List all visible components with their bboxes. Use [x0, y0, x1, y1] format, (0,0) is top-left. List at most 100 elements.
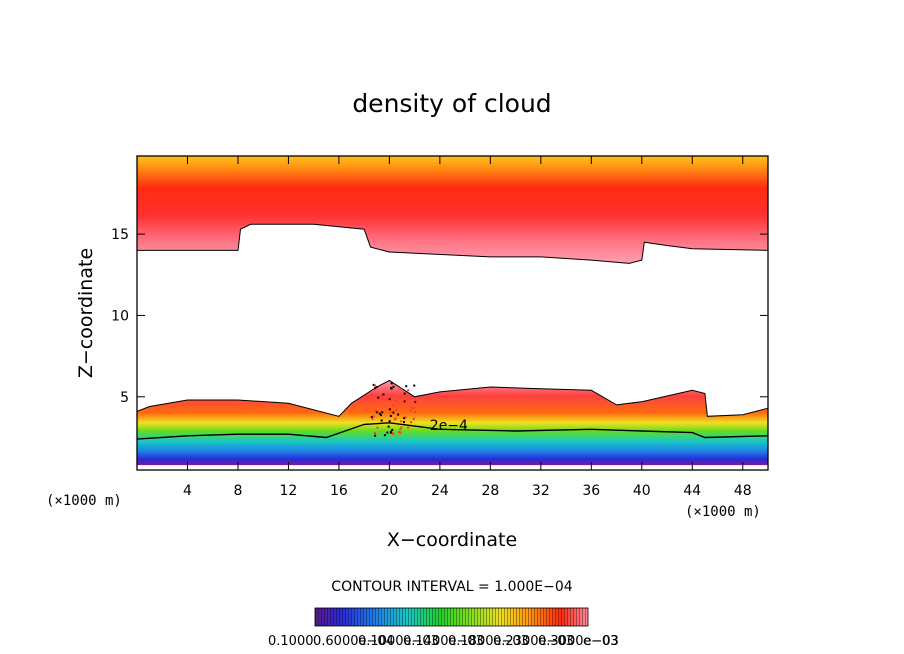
speckle: [402, 400, 405, 403]
upper-cloud-layer: [137, 156, 768, 264]
x-tick-label: 12: [280, 483, 298, 499]
lower-cloud-top-contour: [137, 379, 768, 417]
speckle: [407, 389, 410, 392]
speckle: [388, 408, 391, 411]
speckle: [395, 408, 398, 411]
speckle: [414, 399, 417, 402]
chart-title: density of cloud: [352, 89, 551, 118]
speckle: [393, 418, 396, 421]
speckle: [376, 426, 379, 429]
speckle: [392, 404, 395, 407]
speckle: [399, 387, 402, 390]
speckle: [388, 398, 391, 401]
speckle: [392, 411, 395, 414]
speckle: [414, 411, 417, 414]
speckle: [386, 431, 389, 434]
speckle: [410, 421, 413, 424]
speckle: [390, 387, 393, 390]
x-tick-label: 4: [183, 483, 192, 499]
speckle: [394, 399, 397, 402]
speckle: [370, 393, 373, 396]
speckle: [403, 417, 406, 420]
speckle: [375, 386, 378, 389]
speckle: [380, 394, 383, 397]
speckle: [381, 411, 384, 414]
colorbar-labels: 0.1000 0.6000e−040.1000e−030.1400e−030.18…: [268, 634, 619, 649]
x-tick-label: 16: [330, 483, 348, 499]
speckle: [392, 432, 395, 435]
x-unit-right: (×1000 m): [685, 504, 761, 520]
x-tick-label: 40: [633, 483, 651, 499]
speckle: [405, 385, 408, 388]
speckle: [404, 416, 407, 419]
speckle: [374, 434, 377, 437]
plot-frame: [136, 155, 769, 471]
x-tick-label: 48: [734, 483, 752, 499]
speckle: [374, 432, 377, 435]
speckle: [391, 428, 394, 431]
speckle: [399, 431, 402, 434]
contour-2e-4-line: [137, 422, 768, 440]
speckle: [380, 419, 383, 422]
speckle: [410, 406, 413, 409]
x-axis-label: X−coordinate: [387, 529, 517, 551]
x-tick-label: 32: [532, 483, 550, 499]
speckle: [375, 409, 378, 412]
speckle: [373, 384, 376, 387]
colorbar-label: 0.2300e−03: [493, 634, 574, 649]
speckle: [412, 417, 415, 420]
speckle: [389, 414, 392, 417]
convective-core-speckles: [370, 382, 417, 437]
speckle: [403, 421, 406, 424]
speckle: [372, 383, 375, 386]
x-axis-ticks: 4 8 12 16 20 24 28 32 36 40 44 48: [183, 156, 752, 499]
speckle: [389, 431, 392, 434]
speckle: [390, 382, 393, 385]
speckle: [383, 434, 386, 437]
plot-area: [137, 156, 768, 466]
x-tick-label: 36: [582, 483, 600, 499]
speckle: [387, 425, 390, 428]
upper-cloud-base-contour: [137, 223, 768, 264]
x-tick-label: 20: [380, 483, 398, 499]
speckle: [372, 415, 375, 418]
speckle: [403, 392, 406, 395]
speckle: [390, 411, 393, 414]
colorbar-label: e−03: [583, 634, 618, 649]
x-tick-label: 24: [431, 483, 449, 499]
speckle: [392, 385, 395, 388]
speckle: [371, 417, 374, 420]
speckle: [370, 415, 373, 418]
speckle: [375, 411, 378, 414]
speckle: [388, 420, 391, 423]
contour-interval-text: CONTOUR INTERVAL = 1.000E−04: [331, 579, 572, 595]
speckle: [379, 414, 382, 417]
x-tick-label: 44: [683, 483, 701, 499]
y-axis-label: Z−coordinate: [75, 248, 97, 378]
colorbar-label: 0.1400e−03: [403, 634, 484, 649]
colorbar-label: 0.1800e−03: [448, 634, 529, 649]
y-tick-label: 5: [120, 390, 129, 406]
speckle: [398, 431, 401, 434]
colorbar-level-marks: [315, 608, 588, 626]
speckle: [412, 407, 415, 410]
x-unit-left: (×1000 m): [46, 493, 122, 509]
speckle: [409, 409, 412, 412]
speckle: [407, 426, 410, 429]
colorbar-label: 0.3000e−03: [538, 634, 619, 649]
speckle: [400, 420, 403, 423]
speckle: [414, 400, 417, 403]
speckle: [399, 428, 402, 431]
speckle: [377, 396, 380, 399]
speckle: [382, 393, 385, 396]
speckle: [373, 387, 376, 390]
speckle: [397, 413, 400, 416]
y-axis-ticks: 5 10 15: [111, 227, 768, 406]
y-tick-label: 10: [111, 308, 129, 324]
contour-label: 2e−4: [430, 418, 468, 434]
speckle: [380, 398, 383, 401]
y-tick-label: 15: [111, 227, 129, 243]
speckle: [400, 426, 403, 429]
x-tick-label: 8: [233, 483, 242, 499]
